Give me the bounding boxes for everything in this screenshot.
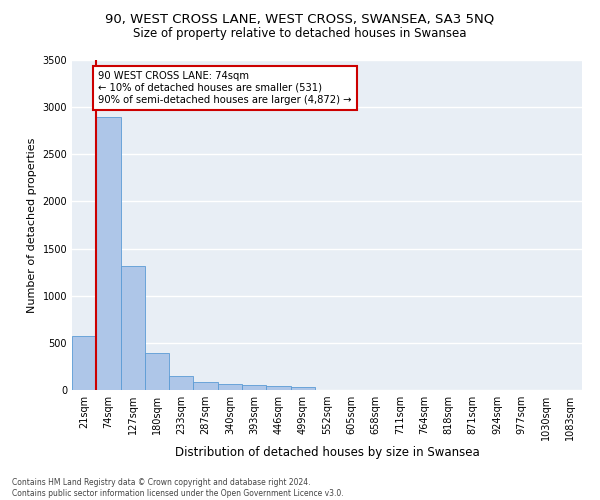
Bar	[145, 353, 169, 390]
Bar	[96, 116, 121, 390]
Text: Contains HM Land Registry data © Crown copyright and database right 2024.
Contai: Contains HM Land Registry data © Crown c…	[12, 478, 344, 498]
Text: Size of property relative to detached houses in Swansea: Size of property relative to detached ho…	[133, 28, 467, 40]
Bar	[242, 385, 266, 390]
Bar	[193, 382, 218, 390]
Text: 90, WEST CROSS LANE, WEST CROSS, SWANSEA, SA3 5NQ: 90, WEST CROSS LANE, WEST CROSS, SWANSEA…	[106, 12, 494, 26]
Bar	[218, 384, 242, 390]
Bar	[72, 336, 96, 390]
Bar	[169, 376, 193, 390]
Bar	[121, 266, 145, 390]
Bar	[266, 386, 290, 390]
Y-axis label: Number of detached properties: Number of detached properties	[27, 138, 37, 312]
Text: 90 WEST CROSS LANE: 74sqm
← 10% of detached houses are smaller (531)
90% of semi: 90 WEST CROSS LANE: 74sqm ← 10% of detac…	[98, 72, 352, 104]
Bar	[290, 386, 315, 390]
X-axis label: Distribution of detached houses by size in Swansea: Distribution of detached houses by size …	[175, 446, 479, 458]
